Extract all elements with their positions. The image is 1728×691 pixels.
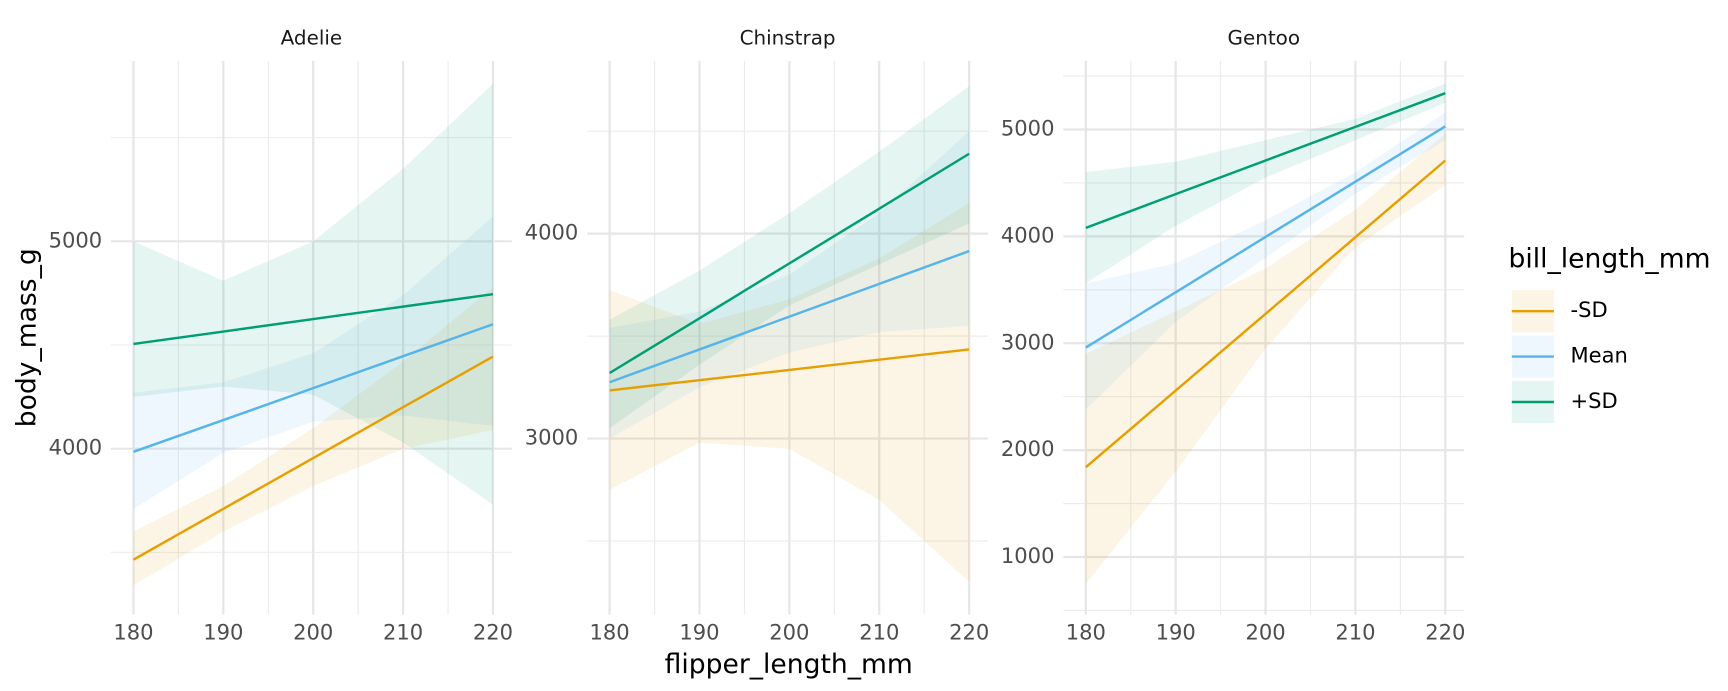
trend-line	[1085, 125, 1446, 349]
y-tick-label: 3000	[1001, 329, 1055, 354]
panel-title: Adelie	[281, 26, 343, 49]
legend-label: Mean	[1571, 343, 1628, 368]
x-tick-label: 220	[1425, 619, 1465, 644]
confidence-band	[609, 131, 970, 439]
confidence-band	[133, 216, 493, 509]
x-tick-label: 190	[679, 619, 719, 644]
x-tick-label: 210	[859, 619, 899, 644]
y-tick-label: 5000	[49, 227, 103, 252]
x-tick-label: 200	[1245, 619, 1285, 644]
x-tick-label: 180	[590, 619, 630, 644]
x-tick-label: 210	[1335, 619, 1375, 644]
x-tick-label: 190	[1156, 619, 1196, 644]
trend-line	[1085, 159, 1447, 469]
y-tick-label: 4000	[49, 435, 103, 460]
confidence-band	[1085, 83, 1446, 284]
trend-line	[609, 249, 970, 384]
trend-line	[132, 355, 494, 561]
x-tick-label: 180	[113, 619, 153, 644]
x-tick-label: 210	[383, 619, 423, 644]
confidence-band	[609, 202, 970, 583]
x-tick-label: 190	[203, 619, 243, 644]
x-tick-label: 220	[949, 619, 989, 644]
trend-line	[609, 348, 970, 392]
confidence-band	[133, 286, 493, 586]
legend-label: +SD	[1571, 388, 1618, 413]
y-tick-label: 2000	[1001, 436, 1055, 461]
legend-label: -SD	[1571, 297, 1608, 322]
confidence-band	[133, 83, 493, 505]
y-tick-label: 4000	[525, 220, 579, 245]
x-tick-label: 220	[473, 619, 513, 644]
y-tick-label: 1000	[1001, 543, 1055, 568]
confidence-band	[1085, 133, 1446, 584]
panel-title: Chinstrap	[740, 26, 836, 49]
x-tick-label: 200	[769, 619, 809, 644]
panel-title: Gentoo	[1228, 26, 1301, 49]
y-tick-label: 4000	[1001, 222, 1055, 247]
x-axis-label: flipper_length_mm	[665, 649, 913, 680]
y-tick-label: 5000	[1001, 116, 1055, 141]
legend-title: bill_length_mm	[1508, 244, 1710, 275]
trend-line	[608, 152, 970, 375]
y-axis-label: body_mass_g	[11, 248, 42, 427]
x-tick-label: 180	[1066, 619, 1106, 644]
confidence-band	[1085, 112, 1446, 410]
trend-line	[1085, 92, 1446, 229]
confidence-band	[609, 86, 970, 429]
trend-line	[133, 292, 494, 346]
trend-line	[133, 323, 494, 453]
x-tick-label: 200	[293, 619, 333, 644]
y-tick-label: 3000	[525, 425, 579, 450]
